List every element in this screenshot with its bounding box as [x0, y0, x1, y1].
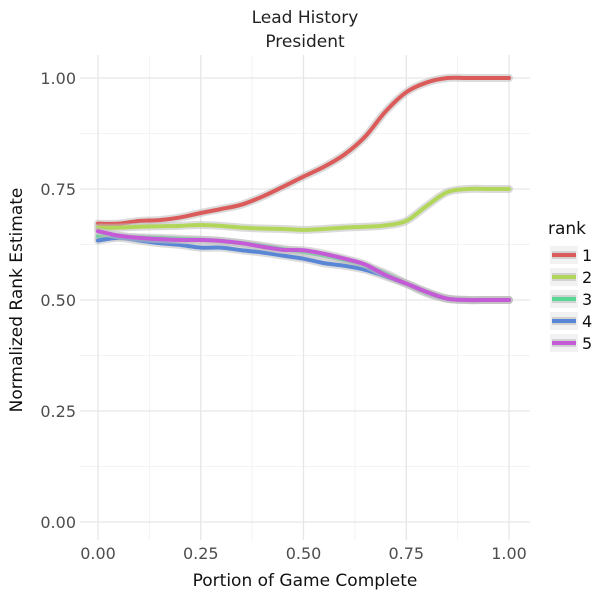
legend-item: 5 — [550, 334, 592, 353]
x-tick-label: 1.00 — [491, 544, 527, 563]
series-5 — [94, 227, 513, 305]
x-tick-label: 0.25 — [183, 544, 219, 563]
x-tick-label: 0.75 — [388, 544, 424, 563]
x-axis-title: Portion of Game Complete — [193, 571, 418, 591]
tick-layer: 0.00 0.25 0.50 0.75 1.00 0.00 0.25 0.50 0.75 1.00 — [40, 69, 526, 563]
chart-title: Lead History — [252, 8, 359, 28]
series-line — [96, 229, 511, 303]
legend-label: 3 — [582, 290, 592, 309]
legend-title: rank — [548, 219, 586, 239]
y-tick-label: 0.00 — [40, 513, 76, 532]
legend-item: 1 — [550, 246, 592, 265]
x-tick-label: 0.00 — [80, 544, 116, 563]
legend-label: 4 — [582, 312, 592, 331]
x-tick-label: 0.50 — [286, 544, 322, 563]
series-layer — [94, 73, 513, 305]
legend-item: 2 — [550, 268, 592, 287]
legend: rank 1 2 3 4 5 — [548, 219, 592, 353]
series-line — [96, 186, 511, 232]
y-tick-label: 0.50 — [40, 291, 76, 310]
legend-label: 1 — [582, 246, 592, 265]
y-tick-label: 0.75 — [40, 180, 76, 199]
y-axis-title: Normalized Rank Estimate — [7, 188, 27, 413]
y-tick-label: 1.00 — [40, 69, 76, 88]
legend-label: 2 — [582, 268, 592, 287]
series-line — [96, 75, 511, 226]
legend-item: 3 — [550, 290, 592, 309]
series-1 — [94, 73, 513, 228]
legend-label: 5 — [582, 334, 592, 353]
series-2 — [94, 184, 513, 234]
y-tick-label: 0.25 — [40, 402, 76, 421]
chart-subtitle: President — [265, 32, 345, 52]
legend-item: 4 — [550, 312, 592, 331]
